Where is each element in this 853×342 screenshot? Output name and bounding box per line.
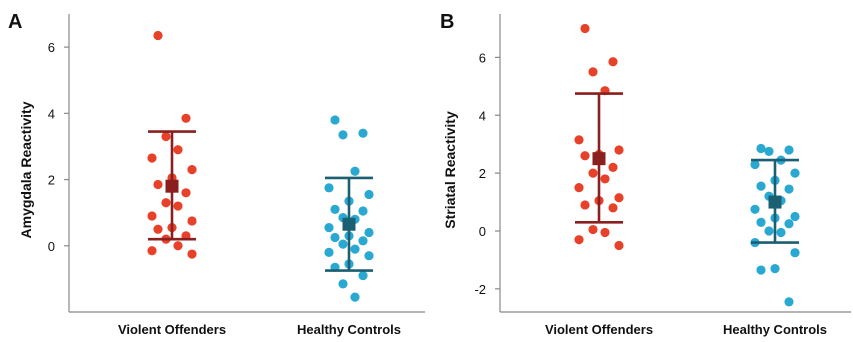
data-point-violent-offenders xyxy=(153,224,163,234)
data-point-healthy-controls xyxy=(750,204,760,214)
data-point-healthy-controls xyxy=(756,265,766,275)
data-point-violent-offenders xyxy=(608,162,618,172)
y-ticks-b: -2 0 2 4 6 xyxy=(474,50,500,297)
data-point-violent-offenders xyxy=(161,198,171,208)
data-point-healthy-controls xyxy=(350,166,360,176)
y-tick-label-a: 6 xyxy=(48,40,55,55)
data-marks-a xyxy=(147,30,374,302)
data-point-healthy-controls xyxy=(770,264,780,274)
data-point-violent-offenders xyxy=(600,227,610,238)
data-point-violent-offenders xyxy=(600,174,610,184)
data-point-healthy-controls xyxy=(338,130,348,140)
data-point-healthy-controls xyxy=(364,251,374,261)
data-point-healthy-controls xyxy=(364,227,374,238)
data-point-healthy-controls xyxy=(790,211,800,222)
data-point-violent-offenders xyxy=(187,249,197,259)
y-axis-label-b: Striatal Reactivity xyxy=(442,111,458,229)
mean-marker-violent-offenders xyxy=(165,179,179,193)
y-tick-label-b: 0 xyxy=(479,224,486,239)
data-point-violent-offenders xyxy=(147,246,157,256)
data-marks-b xyxy=(574,23,800,307)
data-point-violent-offenders xyxy=(608,57,618,67)
data-point-healthy-controls xyxy=(776,227,786,238)
data-point-violent-offenders xyxy=(574,182,584,193)
data-point-violent-offenders xyxy=(147,153,157,163)
data-point-violent-offenders xyxy=(588,168,598,178)
data-point-healthy-controls xyxy=(358,206,368,216)
x-tick-label-violent-offenders-a: Violent Offenders xyxy=(118,322,226,337)
y-tick-label-a: 4 xyxy=(48,106,55,121)
y-ticks-a: 0 2 4 6 xyxy=(48,40,69,254)
panel-label-b: B xyxy=(440,11,454,33)
data-point-violent-offenders xyxy=(580,151,590,161)
data-point-violent-offenders xyxy=(161,131,171,142)
data-point-healthy-controls xyxy=(338,239,348,249)
data-point-violent-offenders xyxy=(574,135,584,145)
x-tick-label-violent-offenders-b: Violent Offenders xyxy=(545,322,653,337)
data-point-healthy-controls xyxy=(784,184,794,194)
y-tick-label-a: 0 xyxy=(48,239,55,254)
data-point-violent-offenders xyxy=(187,216,197,226)
mean-marker-healthy-controls xyxy=(342,217,356,231)
data-point-violent-offenders xyxy=(574,235,584,245)
data-point-violent-offenders xyxy=(153,179,163,190)
data-point-violent-offenders xyxy=(608,203,618,213)
data-point-violent-offenders xyxy=(588,67,598,77)
data-point-healthy-controls xyxy=(324,247,334,257)
data-point-violent-offenders xyxy=(614,193,624,203)
data-point-healthy-controls xyxy=(330,232,340,243)
data-point-healthy-controls xyxy=(756,143,766,154)
y-tick-label-b: -2 xyxy=(474,282,486,297)
panel-label-a: A xyxy=(8,11,22,33)
data-point-violent-offenders xyxy=(173,145,183,155)
data-point-healthy-controls xyxy=(784,145,794,155)
panel-a: A Amygdala Reactivity 0 2 4 6 Violent Offen… xyxy=(8,11,425,337)
data-point-violent-offenders xyxy=(181,113,191,123)
data-point-violent-offenders xyxy=(181,188,191,198)
data-point-violent-offenders xyxy=(614,240,624,251)
data-point-violent-offenders xyxy=(580,200,590,210)
data-point-healthy-controls xyxy=(338,279,348,289)
data-point-violent-offenders xyxy=(580,23,590,34)
data-point-healthy-controls xyxy=(358,236,368,246)
data-point-violent-offenders xyxy=(147,211,157,221)
data-point-violent-offenders xyxy=(187,165,197,175)
data-point-healthy-controls xyxy=(750,159,760,170)
data-point-healthy-controls xyxy=(324,222,334,233)
data-point-violent-offenders xyxy=(153,30,163,41)
x-tick-label-healthy-controls-b: Healthy Controls xyxy=(723,322,827,337)
mean-marker-violent-offenders xyxy=(592,152,606,166)
data-point-healthy-controls xyxy=(790,168,800,178)
data-point-healthy-controls xyxy=(350,292,360,302)
data-point-healthy-controls xyxy=(784,297,794,307)
data-point-violent-offenders xyxy=(173,201,183,211)
data-point-healthy-controls xyxy=(756,181,766,191)
mean-marker-healthy-controls xyxy=(768,195,782,209)
data-point-healthy-controls xyxy=(358,270,368,281)
y-tick-label-a: 2 xyxy=(48,173,55,188)
data-point-healthy-controls xyxy=(764,146,774,157)
data-point-healthy-controls xyxy=(358,128,368,138)
data-point-healthy-controls xyxy=(764,226,774,236)
data-point-healthy-controls xyxy=(364,189,374,200)
y-tick-label-b: 6 xyxy=(479,50,486,65)
data-point-healthy-controls xyxy=(330,204,340,214)
panel-b: B Striatal Reactivity -2 0 2 4 6 Violent Off… xyxy=(440,11,851,337)
x-tick-label-healthy-controls-a: Healthy Controls xyxy=(297,322,401,337)
data-point-healthy-controls xyxy=(756,217,766,227)
y-tick-label-b: 2 xyxy=(479,166,486,181)
data-point-healthy-controls xyxy=(784,219,794,229)
data-point-healthy-controls xyxy=(330,115,340,125)
data-point-healthy-controls xyxy=(324,183,334,193)
data-point-violent-offenders xyxy=(588,224,598,235)
data-point-healthy-controls xyxy=(350,244,360,254)
data-point-violent-offenders xyxy=(173,241,183,251)
data-point-healthy-controls xyxy=(790,248,800,258)
data-point-violent-offenders xyxy=(614,145,624,155)
y-axis-label-a: Amygdala Reactivity xyxy=(18,101,34,238)
y-tick-label-b: 4 xyxy=(479,108,486,123)
